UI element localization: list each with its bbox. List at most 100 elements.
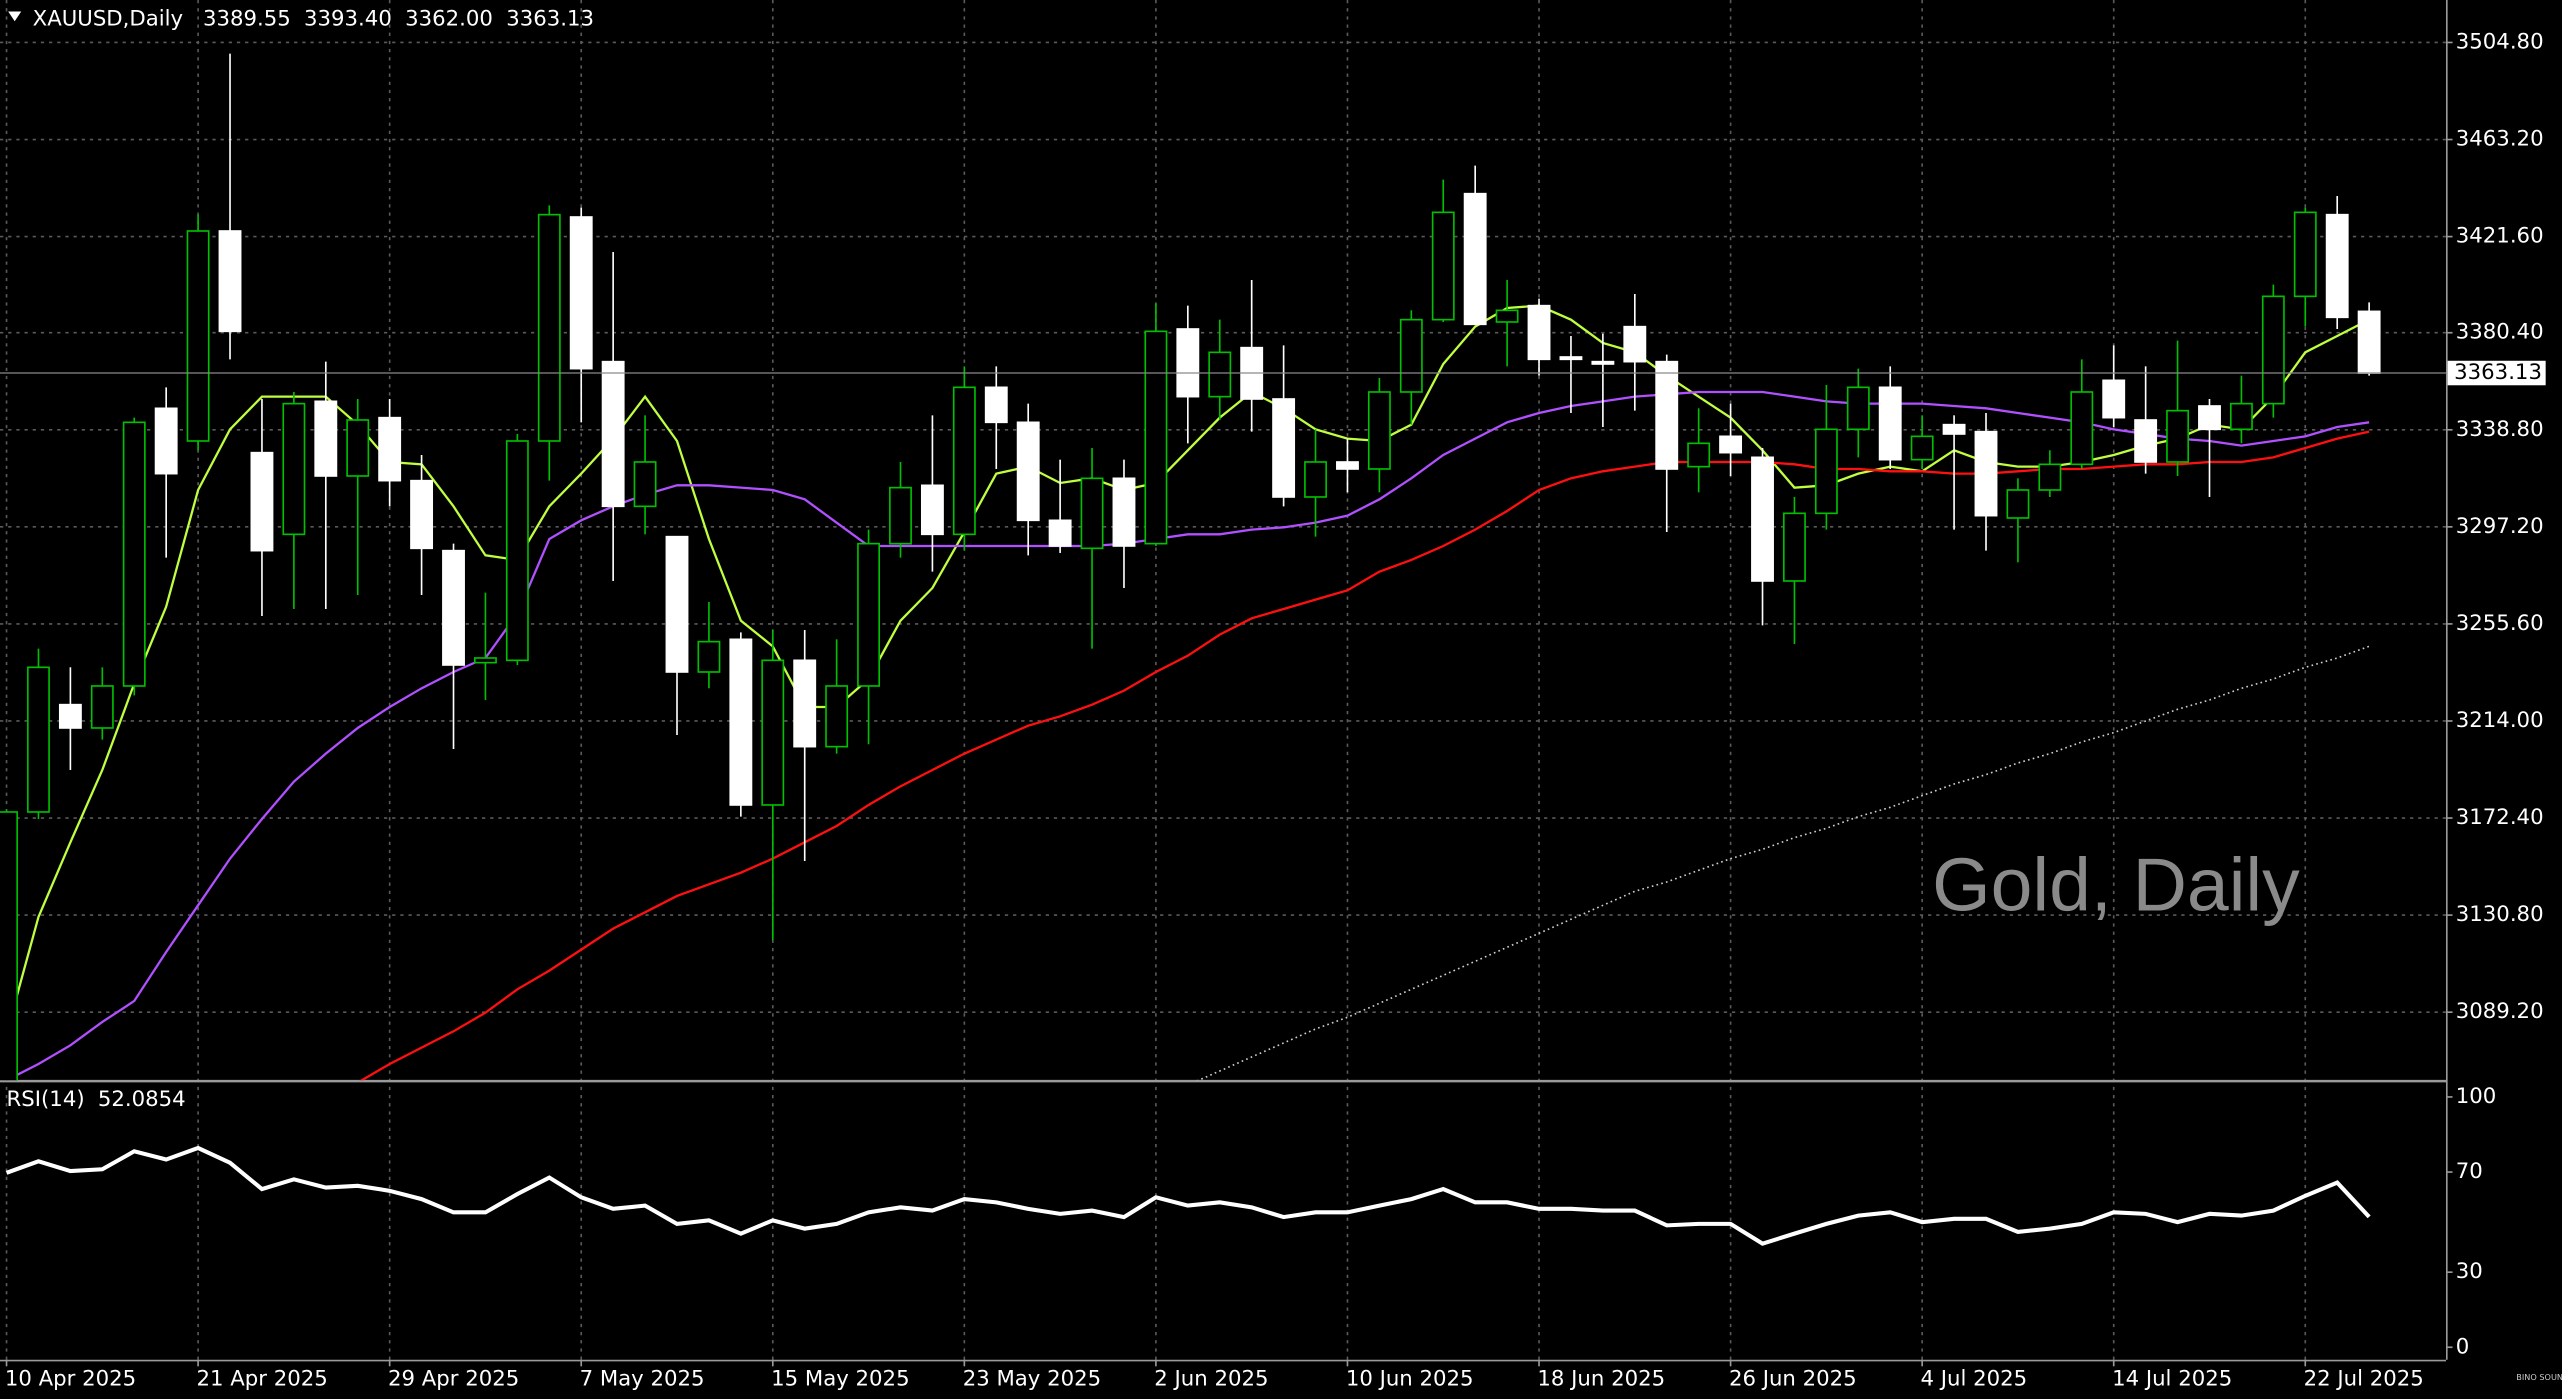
candle-body <box>410 479 434 550</box>
x-tick-label: 10 Jun 2025 <box>1346 1366 1474 1391</box>
candle-body <box>2006 489 2030 519</box>
candle-body <box>1336 461 1359 470</box>
candle-body <box>1399 318 1423 393</box>
candle-body <box>2293 211 2317 298</box>
candle-body <box>1527 304 1551 361</box>
x-tick-label: 14 Jul 2025 <box>2112 1366 2232 1391</box>
chart-header: XAUUSD,Daily 3389.55 3393.40 3362.00 336… <box>33 7 594 32</box>
candle-body <box>186 230 210 442</box>
candle-body <box>1910 435 1934 461</box>
candle-body <box>122 421 146 687</box>
candle-body <box>1112 477 1136 547</box>
current-price-label: 3363.13 <box>2454 360 2542 385</box>
y-tick-label: 3463.20 <box>2456 127 2544 152</box>
current-price-box <box>2447 360 2546 386</box>
y-tick-label: 3089.20 <box>2456 999 2544 1024</box>
rsi-tick-label: 0 <box>2456 1334 2470 1359</box>
x-tick-label: 15 May 2025 <box>771 1366 909 1391</box>
x-tick-label: 21 Apr 2025 <box>196 1366 327 1391</box>
candle-body <box>378 416 402 482</box>
x-tick-label: 10 Apr 2025 <box>5 1366 136 1391</box>
rsi-header: RSI(14) 52.0854 <box>7 1087 186 1112</box>
y-tick-label: 3130.80 <box>2456 902 2544 927</box>
candle-body <box>1048 519 1072 547</box>
price-panel <box>0 53 2446 1081</box>
candle-body <box>1463 192 1487 326</box>
candle-body <box>2325 213 2349 319</box>
symbol: XAUUSD,Daily <box>33 7 183 32</box>
x-tick-label: 2 Jun 2025 <box>1154 1366 1268 1391</box>
candle-body <box>1846 386 1870 431</box>
rsi-tick-label: 30 <box>2456 1259 2483 1284</box>
candle-body <box>2261 295 2285 405</box>
candle-body <box>1814 428 1838 515</box>
y-tick-label: 3297.20 <box>2456 514 2544 539</box>
candle-body <box>442 549 465 666</box>
candle-body <box>1559 356 1583 361</box>
rsi-line <box>5 1145 2371 1246</box>
x-tick-label: 22 Jul 2025 <box>2304 1366 2424 1391</box>
menu-triangle[interactable] <box>8 11 22 22</box>
candle-body <box>2070 391 2094 466</box>
moving-average-line <box>359 430 2370 1081</box>
candle-body <box>569 216 593 370</box>
candle-body <box>1495 309 1519 323</box>
candle-body <box>505 440 529 662</box>
candle-body <box>2357 310 2381 374</box>
x-tick-label: 23 May 2025 <box>963 1366 1101 1391</box>
candle-body <box>58 703 82 729</box>
candle-body <box>729 638 753 806</box>
candle-body <box>1974 430 1998 517</box>
candle-body <box>793 659 817 748</box>
candle-body <box>250 451 274 552</box>
moving-average-line <box>6 390 2370 1081</box>
candle-body <box>314 400 338 477</box>
candle-body <box>1431 211 1455 321</box>
moving-average-line <box>1196 645 2370 1081</box>
y-tick-label: 3255.60 <box>2456 611 2544 636</box>
candle-body <box>1016 421 1040 522</box>
y-tick-label: 3172.40 <box>2456 805 2544 830</box>
candle-body <box>1208 351 1232 398</box>
x-tick-label: 26 Jun 2025 <box>1729 1366 1857 1391</box>
candle-body <box>952 386 976 536</box>
candle-body <box>984 386 1008 424</box>
candle-body <box>1687 442 1711 468</box>
candle-body <box>0 811 18 1081</box>
y-tick-label: 3214.00 <box>2456 708 2544 733</box>
rsi-tick-label: 70 <box>2456 1159 2483 1184</box>
candle-body <box>1367 391 1391 470</box>
watermark: Gold, Daily <box>1932 843 2300 927</box>
candle-body <box>1080 477 1104 550</box>
open-label: 3389.55 <box>203 7 291 32</box>
candle-body <box>1591 360 1615 365</box>
candle-body <box>1623 325 1647 363</box>
y-tick-label: 3338.80 <box>2456 417 2544 442</box>
x-tick-label: 18 Jun 2025 <box>1537 1366 1665 1391</box>
candle-body <box>346 419 370 477</box>
candle-body <box>1655 360 1679 470</box>
candle-body <box>761 659 785 806</box>
candle-body <box>27 666 50 813</box>
candle-body <box>1304 461 1327 498</box>
candle-body <box>2229 402 2253 431</box>
candle-body <box>1176 328 1200 398</box>
candle-body <box>1783 512 1806 582</box>
y-tick-label: 3380.40 <box>2456 320 2544 345</box>
candle-body <box>218 230 242 333</box>
axes: 3504.80 3463.20 3421.60 3380.40 3338.80 3297.… <box>5 29 2546 1391</box>
candle-body <box>601 360 625 508</box>
y-tick-label: 3504.80 <box>2456 29 2544 54</box>
candle-body <box>90 685 114 729</box>
candle-body <box>1144 330 1168 545</box>
candle-body <box>889 486 912 545</box>
candle-body <box>1751 456 1774 582</box>
candle-body <box>474 657 497 664</box>
candle-body <box>2134 419 2158 463</box>
candle-body <box>920 484 944 536</box>
candle-body <box>537 213 561 442</box>
logo: BINO SOUND <box>2516 1372 2562 1382</box>
candle-body <box>282 402 306 536</box>
